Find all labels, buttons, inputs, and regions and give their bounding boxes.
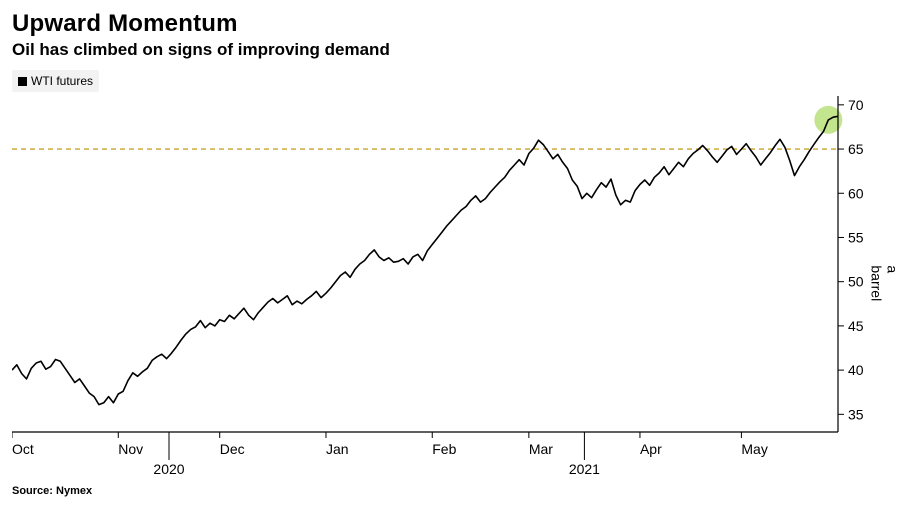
y-tick-label: 60: [848, 185, 864, 201]
x-tick-label: May: [741, 441, 767, 457]
y-tick-label: 45: [848, 318, 864, 334]
legend-label: WTI futures: [31, 74, 93, 88]
y-tick-label: 65: [848, 141, 864, 157]
legend: WTI futures: [12, 70, 99, 92]
x-tick-label: Nov: [118, 441, 143, 457]
y-tick-label: 35: [848, 406, 864, 422]
chart-svg: 35 40 45 50 55 60 65 70 Oct Nov Dec Jan Feb Mar Apr May…: [12, 94, 888, 474]
chart-title: Upward Momentum: [12, 10, 888, 38]
x-tick-label: Apr: [640, 441, 662, 457]
legend-marker: [18, 77, 27, 86]
year-label: 2021: [569, 461, 600, 474]
chart-subtitle: Oil has climbed on signs of improving de…: [12, 40, 888, 60]
x-tick-label: Feb: [432, 441, 456, 457]
y-tick-label: 40: [848, 362, 864, 378]
y-axis-label: U.S. dollars a barrel: [869, 265, 900, 306]
x-tick-label: Jan: [326, 441, 349, 457]
x-tick-label: Dec: [220, 441, 245, 457]
y-tick-label: 70: [848, 97, 864, 113]
year-label: 2020: [153, 461, 184, 474]
y-tick-label: 55: [848, 229, 864, 245]
x-tick-label: Oct: [12, 441, 34, 457]
source-label: Source: Nymex: [12, 485, 888, 497]
series-line: [12, 116, 838, 404]
y-tick-label: 50: [848, 274, 864, 290]
x-tick-label: Mar: [529, 441, 553, 457]
line-chart: 35 40 45 50 55 60 65 70 Oct Nov Dec Jan Feb Mar Apr May…: [12, 94, 888, 479]
